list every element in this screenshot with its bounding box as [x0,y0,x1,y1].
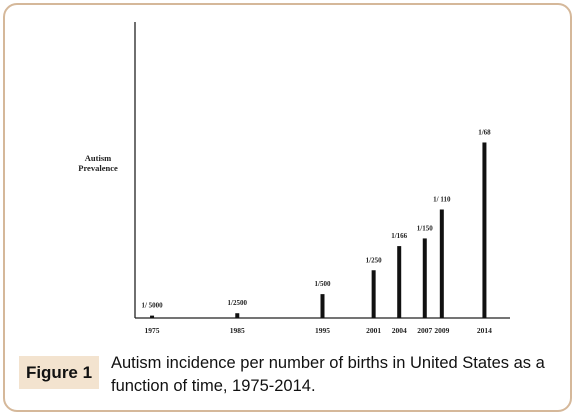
tick-label-2001: 2001 [366,326,381,335]
data-label-1995: 1/500 [315,280,331,288]
chart: Autism Prevalence 1/ 500019751/250019851… [78,22,510,335]
y-axis-label-line2: Prevalence [78,163,118,173]
data-label-2009: 1/ 110 [433,195,451,203]
figure-label: Figure 1 [19,356,99,389]
bar-2004 [397,246,402,318]
data-label-1985: 1/2500 [228,299,248,307]
tick-label-1995: 1995 [315,326,330,335]
tick-label-2009: 2009 [434,326,449,335]
tick-label-1975: 1975 [145,326,160,335]
bar-2001 [371,270,376,318]
tick-label-2014: 2014 [477,326,492,335]
y-axis-label-line1: Autism [85,153,111,163]
bar-2009 [439,209,444,318]
bar-1975 [150,315,155,318]
bar-2007 [422,238,427,318]
data-label-2004: 1/166 [391,232,407,240]
bar-1985 [235,313,240,318]
tick-label-2004: 2004 [392,326,407,335]
bar-2014 [482,142,487,318]
figure-frame [3,3,572,412]
bar-1995 [320,294,325,318]
bars-group: 1/ 5000 1975 1/2500 1985 1/500 1995 1/250 2001 1… [141,128,492,335]
tick-label-2007: 2007 [417,326,432,335]
data-label-2007: 1/150 [417,224,433,232]
figure-caption: Autism incidence per number of births in… [111,354,545,395]
data-label-2014: 1/68 [478,128,491,136]
data-label-2001: 1/250 [366,256,382,264]
data-label-1975: 1/ 5000 [141,302,163,310]
tick-label-1985: 1985 [230,326,245,335]
